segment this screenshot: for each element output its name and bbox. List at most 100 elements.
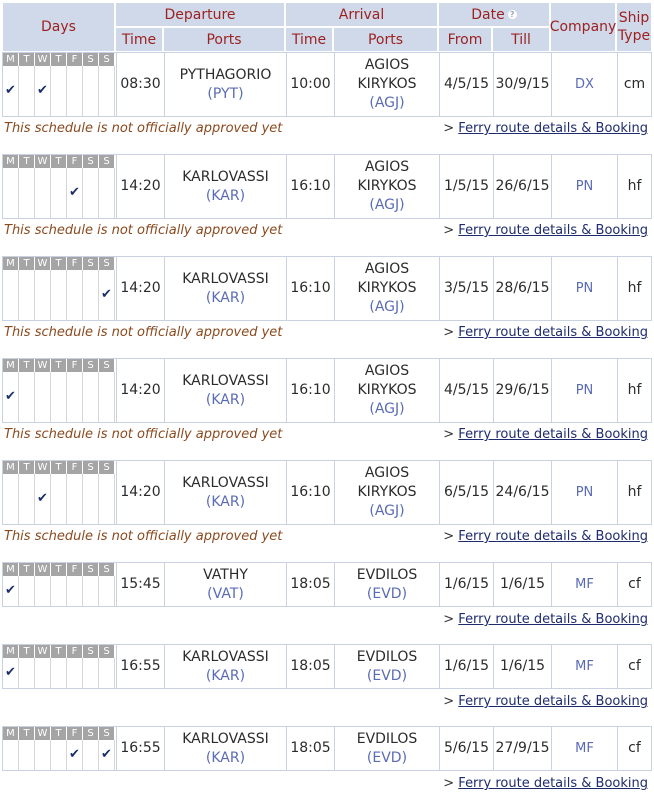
approval-note: This schedule is not officially approved… bbox=[4, 325, 283, 340]
departure-port: PYTHAGORIO (PYT) bbox=[164, 53, 286, 116]
day-header-2: W bbox=[35, 727, 51, 740]
day-cell-5 bbox=[83, 168, 99, 218]
day-header-3: T bbox=[51, 563, 67, 576]
company-code[interactable]: PN bbox=[551, 257, 617, 320]
link-arrow: > bbox=[443, 325, 455, 340]
date-from: 4/5/15 bbox=[439, 359, 493, 422]
day-cell-6 bbox=[99, 168, 115, 218]
day-cell-4 bbox=[67, 270, 83, 320]
arrival-port: AGIOS KIRYKOS (AGJ) bbox=[334, 257, 439, 320]
link-arrow: > bbox=[443, 121, 455, 136]
company-code[interactable]: MF bbox=[551, 727, 617, 770]
date-from: 1/6/15 bbox=[439, 563, 493, 606]
arrival-port-name: AGIOS bbox=[364, 57, 410, 73]
date-till: 1/6/15 bbox=[493, 563, 551, 606]
day-header-3: T bbox=[51, 359, 67, 372]
company-code[interactable]: PN bbox=[551, 359, 617, 422]
departure-port-name: KARLOVASSI bbox=[182, 648, 269, 665]
approval-note: This schedule is not officially approved… bbox=[4, 223, 283, 238]
date-till: 27/9/15 bbox=[493, 727, 551, 770]
ferry-route-booking-link[interactable]: Ferry route details & Booking bbox=[458, 427, 648, 442]
day-cell-3 bbox=[51, 66, 67, 116]
departure-time: 14:20 bbox=[116, 359, 164, 422]
departure-port: KARLOVASSI (KAR) bbox=[164, 727, 286, 770]
route-row: M ✔ T W ✔ T F S S 08:30 PYTHAGORIO (PYT) 10:00 AGIOS K… bbox=[2, 52, 652, 117]
days-grid: M ✔ T W ✔ T F S S bbox=[3, 53, 115, 116]
ferry-route-booking-link[interactable]: Ferry route details & Booking bbox=[458, 121, 648, 136]
days-grid: M T W T F ✔ S S bbox=[3, 155, 115, 218]
day-cell-3 bbox=[51, 372, 67, 422]
day-header-1: T bbox=[19, 645, 35, 658]
ferry-route-booking-link[interactable]: Ferry route details & Booking bbox=[458, 694, 648, 709]
arrival-time: 18:05 bbox=[286, 645, 334, 688]
day-cell-3 bbox=[51, 658, 67, 688]
day-header-1: T bbox=[19, 727, 35, 740]
day-header-2: W bbox=[35, 257, 51, 270]
day-header-4: F bbox=[67, 461, 83, 474]
ferry-route-booking-link[interactable]: Ferry route details & Booking bbox=[458, 529, 648, 544]
checkmark-icon: ✔ bbox=[5, 583, 16, 598]
company-code[interactable]: PN bbox=[551, 461, 617, 524]
company-code[interactable]: MF bbox=[551, 563, 617, 606]
days-grid: M ✔ T W T F S S bbox=[3, 563, 115, 606]
departure-port: KARLOVASSI (KAR) bbox=[164, 155, 286, 218]
arrival-time: 16:10 bbox=[286, 461, 334, 524]
route-details-link: > Ferry route details & Booking bbox=[443, 694, 648, 709]
arrival-time: 16:10 bbox=[286, 257, 334, 320]
day-cell-2 bbox=[35, 270, 51, 320]
checkmark-icon: ✔ bbox=[69, 747, 80, 762]
link-arrow: > bbox=[443, 776, 455, 791]
ferry-route-booking-link[interactable]: Ferry route details & Booking bbox=[458, 325, 648, 340]
link-arrow: > bbox=[443, 529, 455, 544]
route-details-link: > Ferry route details & Booking bbox=[443, 223, 648, 238]
ship-type-header: Ship Type bbox=[616, 2, 652, 52]
help-icon[interactable]: ? bbox=[507, 10, 517, 19]
days-grid: M ✔ T W T F S S bbox=[3, 645, 115, 688]
departure-port-name: KARLOVASSI bbox=[182, 730, 269, 747]
day-header-0: M bbox=[3, 645, 19, 658]
day-header-1: T bbox=[19, 257, 35, 270]
ferry-route-booking-link[interactable]: Ferry route details & Booking bbox=[458, 223, 648, 238]
company-code[interactable]: PN bbox=[551, 155, 617, 218]
route-details-link: > Ferry route details & Booking bbox=[443, 612, 648, 627]
day-cell-5 bbox=[83, 474, 99, 524]
day-cell-1 bbox=[19, 740, 35, 770]
day-header-4: F bbox=[67, 563, 83, 576]
ferry-route-booking-link[interactable]: Ferry route details & Booking bbox=[458, 612, 648, 627]
day-cell-4 bbox=[67, 66, 83, 116]
day-header-5: S bbox=[83, 155, 99, 168]
day-cell-1 bbox=[19, 576, 35, 606]
route-row: M T W ✔ T F S S 14:20 KARLOVASSI (KAR) 16:10 AGIOS KI… bbox=[2, 460, 652, 525]
day-cell-2: ✔ bbox=[35, 66, 51, 116]
day-cell-2 bbox=[35, 372, 51, 422]
departure-port-code: (KAR) bbox=[205, 289, 246, 306]
day-header-1: T bbox=[19, 563, 35, 576]
date-till: 26/6/15 bbox=[493, 155, 551, 218]
company-code[interactable]: DX bbox=[551, 53, 617, 116]
day-header-4: F bbox=[67, 155, 83, 168]
arrival-port-name: AGIOS bbox=[364, 159, 410, 175]
arrival-port: EVDILOS (EVD) bbox=[334, 563, 439, 606]
arrival-time: 18:05 bbox=[286, 563, 334, 606]
route-details-link: > Ferry route details & Booking bbox=[443, 325, 648, 340]
arrival-port: AGIOS KIRYKOS (AGJ) bbox=[334, 461, 439, 524]
departure-port-code: (KAR) bbox=[205, 667, 246, 684]
departure-time: 16:55 bbox=[116, 645, 164, 688]
ferry-route-booking-link[interactable]: Ferry route details & Booking bbox=[458, 776, 648, 791]
days-grid: M T W ✔ T F S S bbox=[3, 461, 115, 524]
day-cell-1 bbox=[19, 168, 35, 218]
company-code[interactable]: MF bbox=[551, 645, 617, 688]
departure-port: KARLOVASSI (KAR) bbox=[164, 645, 286, 688]
day-header-0: M bbox=[3, 563, 19, 576]
day-cell-3 bbox=[51, 576, 67, 606]
day-cell-0: ✔ bbox=[3, 66, 19, 116]
arrival-port-code: (AGJ) bbox=[369, 299, 405, 315]
day-cell-0 bbox=[3, 740, 19, 770]
departure-header: Departure bbox=[115, 2, 285, 27]
day-header-1: T bbox=[19, 53, 35, 66]
departure-time-header: Time bbox=[115, 27, 163, 52]
days-header: Days bbox=[2, 2, 115, 52]
arrival-port-name: EVDILOS bbox=[356, 566, 418, 583]
route-details-link: > Ferry route details & Booking bbox=[443, 121, 648, 136]
day-header-4: F bbox=[67, 53, 83, 66]
